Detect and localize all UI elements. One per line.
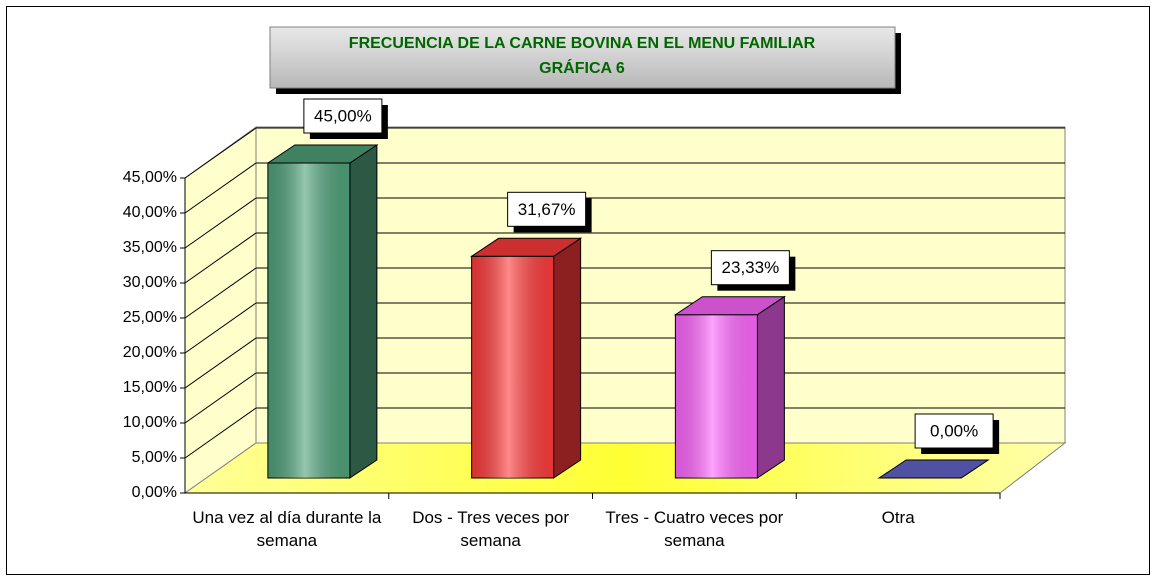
bar-top <box>469 237 583 257</box>
y-tick-label: 35,00% <box>123 239 177 256</box>
y-tick-label: 10,00% <box>123 414 177 431</box>
bar-top-shade <box>675 296 785 315</box>
x-tick-label: Dos - Tres veces por semana <box>412 508 570 550</box>
x-tick-label: Una vez al día durante la semana <box>192 508 382 550</box>
grid-line <box>184 232 257 284</box>
bar-side-shade <box>757 296 785 478</box>
grid-line <box>184 302 257 354</box>
bar-shine <box>471 256 554 478</box>
value-label-box <box>710 250 790 286</box>
y-tick-label: 20,00% <box>123 344 177 361</box>
bar-side-shade <box>349 145 377 478</box>
y-tick-label: 40,00% <box>123 204 177 221</box>
value-label: 31,67% <box>518 200 576 219</box>
bar-top <box>673 296 787 316</box>
value-label: 45,00% <box>314 106 372 125</box>
bar-shine <box>675 314 758 478</box>
value-label-box <box>303 98 383 134</box>
bar-top-shade <box>471 238 581 257</box>
bar-top-shade <box>267 145 377 163</box>
x-tick-label: Tres - Cuatro veces por semana <box>605 508 784 550</box>
y-tick-label: 5,00% <box>132 449 177 466</box>
value-label-box <box>914 413 994 449</box>
y-tick-label: 25,00% <box>123 309 177 326</box>
bar-top <box>266 144 379 164</box>
y-tick-label: 0,00% <box>132 484 177 501</box>
value-label: 0,00% <box>930 421 978 440</box>
grid-line <box>184 407 257 459</box>
bar-shine <box>267 163 350 478</box>
grid-line <box>184 162 257 214</box>
chart-subtitle: GRÁFICA 6 <box>539 58 625 77</box>
title-box <box>269 26 896 89</box>
grid-line <box>184 127 257 179</box>
value-label: 23,33% <box>722 258 780 277</box>
chart-title: FRECUENCIA DE LA CARNE BOVINA EN EL MENU… <box>349 35 816 52</box>
bar-top <box>877 459 990 479</box>
grid-line <box>184 372 257 424</box>
x-tick-label: Otra <box>881 508 915 527</box>
grid-line <box>184 337 257 389</box>
grid-line <box>184 267 257 319</box>
value-label-box <box>507 191 587 227</box>
y-tick-label: 45,00% <box>123 169 177 186</box>
grid-line <box>184 197 257 249</box>
bar-side-shade <box>553 238 581 478</box>
y-tick-label: 15,00% <box>123 379 177 396</box>
y-tick-label: 30,00% <box>123 274 177 291</box>
bar-top-shade <box>879 460 989 478</box>
